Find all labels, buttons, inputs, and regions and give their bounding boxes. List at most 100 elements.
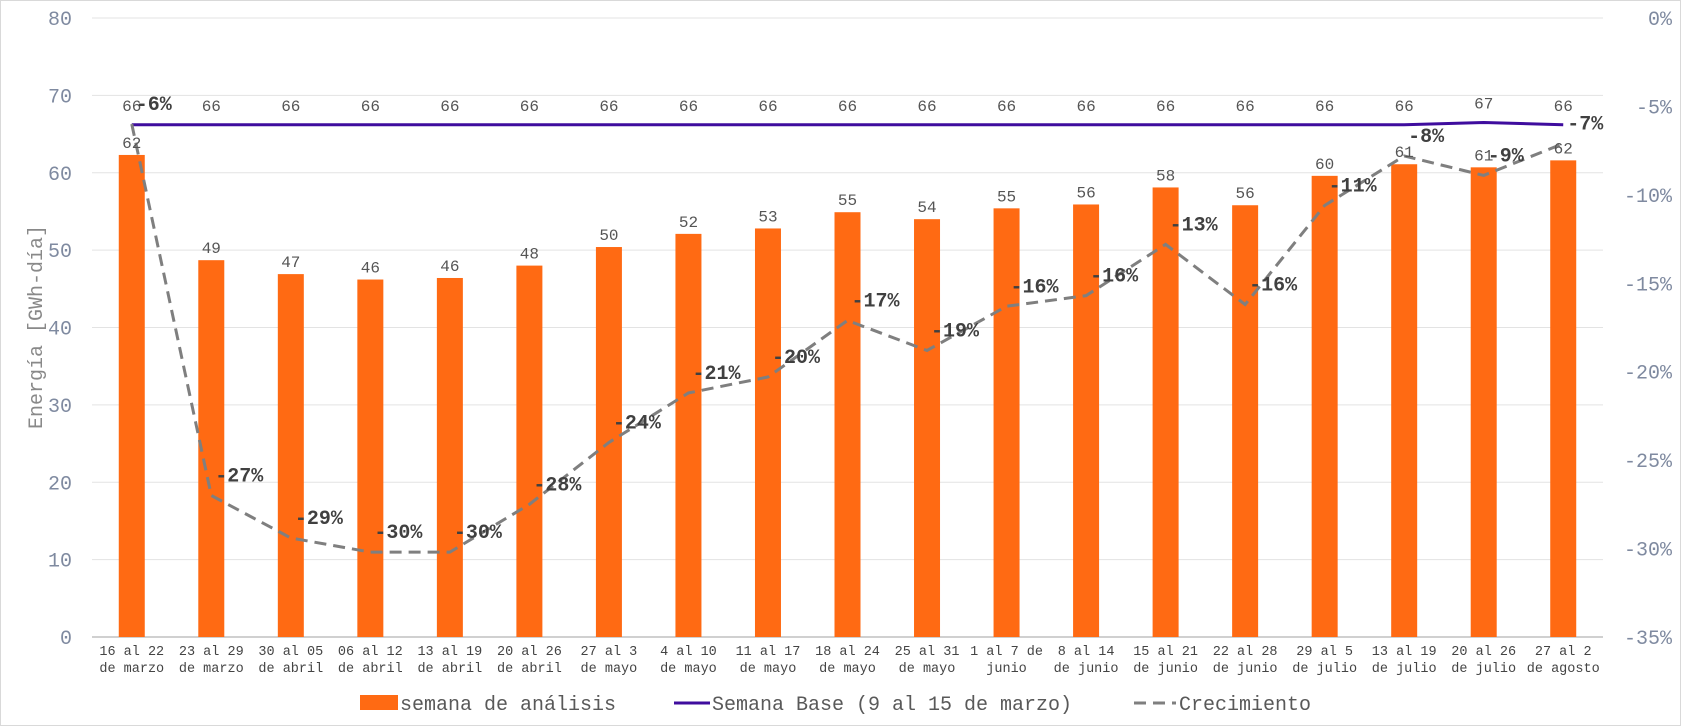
- base-data-label: 66: [1315, 98, 1334, 116]
- bar-data-label: 58: [1156, 167, 1175, 185]
- x-tick-label: 20 al 26: [1451, 645, 1516, 660]
- bar: [436, 277, 463, 637]
- x-tick-label: de mayo: [740, 662, 797, 677]
- growth-data-label: -16%: [1249, 275, 1298, 298]
- x-tick-label: 27 al 3: [581, 645, 638, 660]
- base-data-label: 66: [599, 98, 618, 116]
- x-tick-label: de agosto: [1527, 662, 1600, 677]
- base-data-label: 66: [1236, 98, 1255, 116]
- base-data-label: 66: [440, 98, 459, 116]
- x-tick-label: de mayo: [581, 662, 638, 677]
- base-data-label: 66: [361, 98, 380, 116]
- bar-data-label: 62: [122, 135, 141, 153]
- bar-data-label: 52: [679, 214, 698, 232]
- legend-label: semana de análisis: [400, 694, 616, 717]
- base-data-label: 66: [281, 98, 300, 116]
- y-tick-label: 60: [48, 164, 72, 187]
- growth-data-label: -13%: [1170, 214, 1219, 237]
- base-data-label: 66: [520, 98, 539, 116]
- bar: [1311, 175, 1338, 637]
- x-tick-label: de abril: [338, 662, 403, 677]
- bar-data-label: 60: [1315, 156, 1334, 174]
- bar: [516, 265, 543, 637]
- x-tick-label: 22 al 28: [1213, 645, 1278, 660]
- bar-data-label: 55: [838, 192, 857, 210]
- y2-tick-label: -15%: [1624, 274, 1673, 297]
- growth-data-label: -9%: [1488, 145, 1525, 168]
- y-tick-label: 50: [48, 241, 72, 264]
- growth-data-label: -16%: [1011, 276, 1060, 299]
- y-tick-label: 40: [48, 319, 72, 342]
- legend-label: Semana Base (9 al 15 de marzo): [712, 694, 1072, 717]
- bar-data-label: 46: [440, 258, 459, 276]
- x-tick-label: 4 al 10: [660, 645, 717, 660]
- x-tick-label: de abril: [258, 662, 323, 677]
- bar-data-label: 50: [599, 227, 618, 245]
- x-tick-label: 1 al 7 de: [970, 645, 1043, 660]
- base-data-label: 67: [1474, 95, 1493, 113]
- bar: [1391, 164, 1418, 637]
- x-tick-label: de julio: [1372, 662, 1437, 677]
- x-tick-label: de junio: [1213, 662, 1278, 677]
- bar: [1073, 204, 1100, 637]
- y2-tick-label: -25%: [1624, 451, 1673, 474]
- growth-data-label: -21%: [692, 363, 741, 386]
- growth-data-label: -6%: [136, 94, 173, 117]
- y-tick-label: 70: [48, 86, 72, 109]
- x-tick-label: 23 al 29: [179, 645, 244, 660]
- base-data-label: 66: [1554, 98, 1573, 116]
- bar: [1470, 167, 1497, 638]
- bar-data-label: 48: [520, 246, 539, 264]
- growth-line: [130, 123, 1564, 554]
- growth-data-label: -17%: [852, 290, 901, 313]
- x-tick-label: junio: [986, 662, 1027, 677]
- base-data-label: 66: [997, 98, 1016, 116]
- x-tick-label: 8 al 14: [1058, 645, 1115, 660]
- base-data-label: 66: [838, 98, 857, 116]
- bar-data-label: 61: [1474, 147, 1493, 165]
- bar: [914, 219, 941, 638]
- y-tick-label: 0: [60, 628, 72, 651]
- legend-label: Crecimiento: [1179, 694, 1311, 717]
- x-tick-label: de marzo: [179, 662, 244, 677]
- base-data-label: 66: [122, 98, 141, 116]
- bar-data-label: 61: [1395, 144, 1414, 162]
- x-tick-label: 30 al 05: [258, 645, 323, 660]
- base-data-label: 66: [758, 98, 777, 116]
- x-tick-label: 06 al 12: [338, 645, 403, 660]
- growth-data-label: -16%: [1090, 266, 1139, 289]
- bar: [277, 274, 304, 637]
- growth-data-label: -7%: [1567, 114, 1604, 137]
- y-axis-title: Energía [GWh-día]: [26, 225, 49, 429]
- base-week-line: [131, 120, 1564, 127]
- x-tick-label: de junio: [1054, 662, 1119, 677]
- y-tick-label: 80: [48, 9, 72, 32]
- growth-data-label: -8%: [1408, 126, 1445, 149]
- bar: [1232, 205, 1259, 637]
- base-data-label: 66: [917, 98, 936, 116]
- y2-tick-label: -5%: [1636, 97, 1673, 120]
- y-tick-label: 30: [48, 396, 72, 419]
- y2-tick-label: -20%: [1624, 363, 1673, 386]
- growth-data-label: -28%: [533, 474, 582, 497]
- y2-tick-label: -10%: [1624, 186, 1673, 209]
- x-tick-label: de marzo: [99, 662, 164, 677]
- x-tick-label: de abril: [417, 662, 482, 677]
- x-tick-label: de mayo: [660, 662, 717, 677]
- y2-tick-label: 0%: [1648, 9, 1673, 32]
- x-tick-label: 11 al 17: [736, 645, 801, 660]
- bar-data-label: 56: [1236, 185, 1255, 203]
- base-data-label: 66: [202, 98, 221, 116]
- x-tick-label: de julio: [1451, 662, 1516, 677]
- growth-data-label: -11%: [1329, 175, 1378, 198]
- x-tick-label: 18 al 24: [815, 645, 880, 660]
- x-tick-label: de mayo: [819, 662, 876, 677]
- x-tick-label: 20 al 26: [497, 645, 562, 660]
- bar: [1152, 187, 1179, 638]
- growth-data-label: -29%: [295, 508, 344, 531]
- x-tick-label: 25 al 31: [895, 645, 960, 660]
- growth-data-label: -19%: [931, 320, 980, 343]
- bar-data-label: 56: [1076, 184, 1095, 202]
- y2-tick-label: -30%: [1624, 540, 1673, 563]
